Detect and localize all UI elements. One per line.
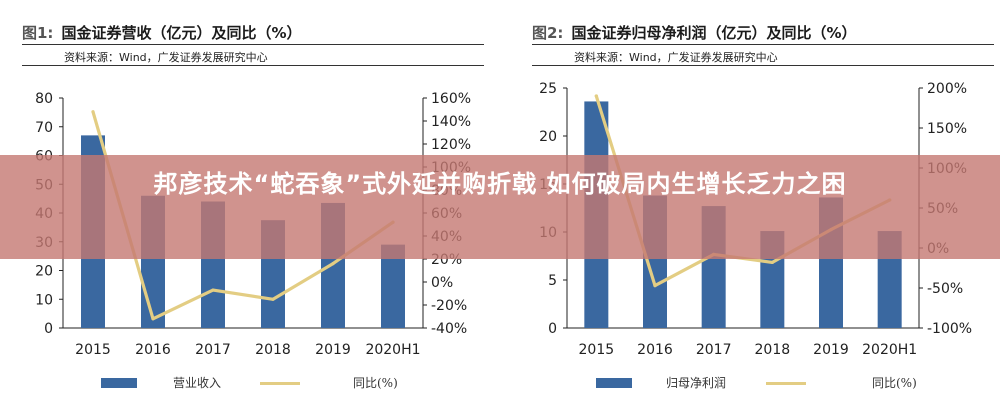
legend-bar-label: 营业收入 xyxy=(173,376,222,390)
legend-bar-label: 归母净利润 xyxy=(666,376,727,390)
x-tick-label: 2020H1 xyxy=(365,342,420,358)
y-right-tick-label: -100% xyxy=(927,321,972,337)
x-tick-label: 2018 xyxy=(255,342,291,358)
y-right-tick-label: 0% xyxy=(431,275,453,291)
chart-legend: 归母净利润 同比(%) xyxy=(510,373,1000,393)
y-right-tick-label: 160% xyxy=(431,91,471,107)
legend-bar-swatch xyxy=(596,378,632,388)
y-left-tick-label: 80 xyxy=(35,91,53,107)
y-left-tick-label: 10 xyxy=(35,292,53,308)
source-divider xyxy=(22,65,484,66)
chart-title: 图2: 国金证券归母净利润（亿元）及同比（%） xyxy=(532,22,856,43)
source-divider xyxy=(532,65,994,66)
y-left-tick-label: 70 xyxy=(35,120,53,136)
x-tick-label: 2015 xyxy=(579,342,615,358)
chart-legend: 营业收入 同比(%) xyxy=(0,373,490,393)
x-tick-label: 2020H1 xyxy=(862,342,917,358)
yoy-point-2016 xyxy=(653,284,657,288)
yoy-point-2016 xyxy=(151,317,155,321)
legend-bar-swatch xyxy=(101,378,137,388)
figure-label: 图2: xyxy=(532,24,564,42)
yoy-point-2015 xyxy=(91,110,95,114)
x-tick-label: 2019 xyxy=(813,342,849,358)
yoy-point-2018 xyxy=(271,297,275,301)
legend-line-swatch xyxy=(260,382,300,385)
y-right-tick-label: 120% xyxy=(431,137,471,153)
x-tick-label: 2015 xyxy=(75,342,111,358)
chart-title-text: 国金证券归母净利润（亿元）及同比（%） xyxy=(571,24,857,42)
x-tick-label: 2016 xyxy=(135,342,171,358)
headline-text: 邦彦技术“蛇吞象”式外延并购折戟 如何破局内生增长乏力之困 xyxy=(153,170,847,198)
y-right-tick-label: 140% xyxy=(431,114,471,130)
x-tick-label: 2018 xyxy=(755,342,791,358)
y-left-tick-label: 0 xyxy=(548,321,557,337)
y-right-tick-label: -20% xyxy=(431,298,467,314)
y-left-tick-label: 20 xyxy=(539,129,557,145)
legend-line-label: 同比(%) xyxy=(872,376,917,390)
x-tick-label: 2017 xyxy=(195,342,231,358)
figure-label: 图1: xyxy=(22,24,54,42)
chart-title: 图1: 国金证券营收（亿元）及同比（%） xyxy=(22,22,301,43)
yoy-point-2017 xyxy=(211,288,215,292)
title-divider xyxy=(22,44,484,45)
chart-source: 资料来源：Wind，广发证券发展研究中心 xyxy=(64,51,268,64)
yoy-point-2019 xyxy=(331,262,335,266)
y-left-tick-label: 25 xyxy=(539,81,557,97)
y-right-tick-label: 150% xyxy=(927,121,967,137)
x-tick-label: 2016 xyxy=(637,342,673,358)
y-left-tick-label: 0 xyxy=(44,321,53,337)
chart-source: 资料来源：Wind，广发证券发展研究中心 xyxy=(574,51,778,64)
y-right-tick-label: -50% xyxy=(927,281,963,297)
y-left-tick-label: 20 xyxy=(35,264,53,280)
yoy-point-2015 xyxy=(594,94,598,98)
yoy-point-2018 xyxy=(770,260,774,264)
chart-title-text: 国金证券营收（亿元）及同比（%） xyxy=(61,24,302,42)
x-tick-label: 2019 xyxy=(315,342,351,358)
headline-banner: 邦彦技术“蛇吞象”式外延并购折戟 如何破局内生增长乏力之困 xyxy=(0,155,1000,259)
legend-line-label: 同比(%) xyxy=(353,376,398,390)
x-tick-label: 2017 xyxy=(696,342,732,358)
y-right-tick-label: -40% xyxy=(431,321,467,337)
legend-line-swatch xyxy=(766,382,806,385)
title-divider xyxy=(532,44,994,45)
y-left-tick-label: 5 xyxy=(548,273,557,289)
y-right-tick-label: 200% xyxy=(927,81,967,97)
